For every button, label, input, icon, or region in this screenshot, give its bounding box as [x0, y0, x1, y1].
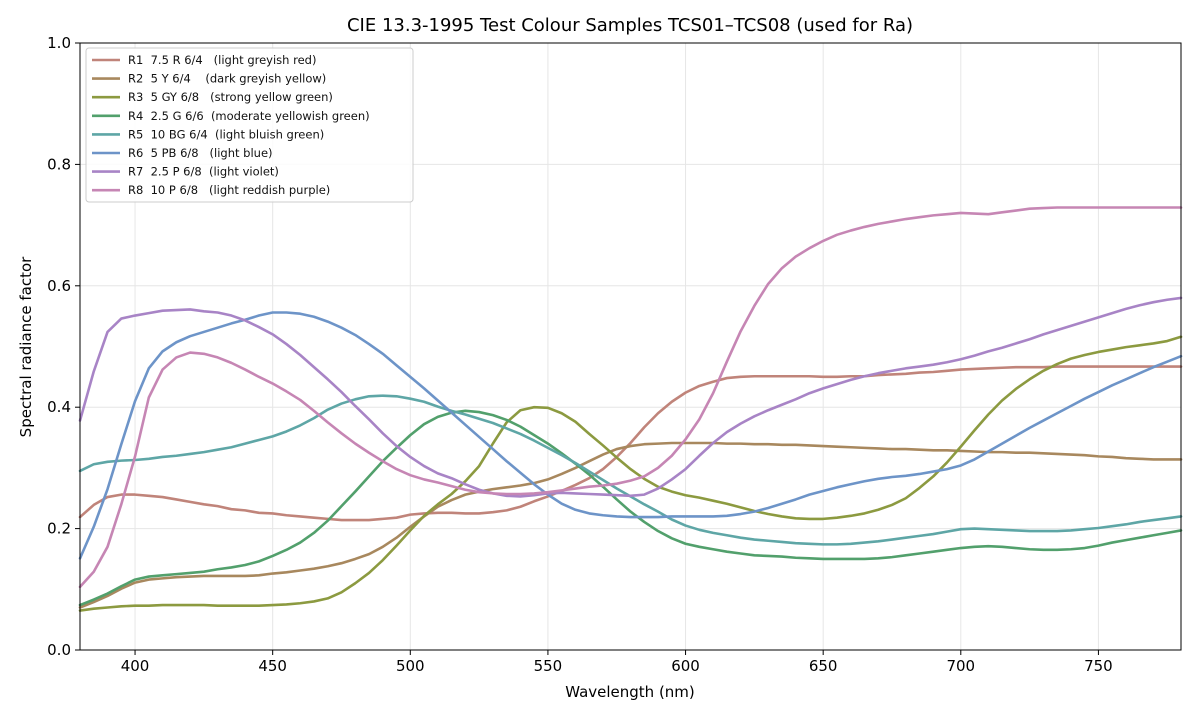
- y-tick-label: 0.2: [47, 520, 71, 538]
- x-tick-label: 650: [809, 657, 838, 675]
- x-tick-label: 400: [121, 657, 150, 675]
- series-line-r7: [78, 296, 1183, 498]
- y-tick-label: 0.6: [47, 277, 71, 295]
- y-tick-label: 1.0: [47, 34, 71, 52]
- y-tick-label: 0.8: [47, 155, 71, 173]
- series-line-r2: [78, 441, 1183, 609]
- series-line-r6: [78, 311, 1183, 560]
- legend-label-r3: R3 5 GY 6/8 (strong yellow green): [128, 90, 333, 104]
- y-axis-ticks: 0.0 0.2 0.4 0.6 0.8 1.0: [47, 34, 80, 659]
- x-tick-label: 750: [1084, 657, 1113, 675]
- x-tick-label: 500: [396, 657, 425, 675]
- legend-label-r2: R2 5 Y 6/4 (dark greyish yellow): [128, 72, 326, 86]
- x-tick-label: 700: [946, 657, 975, 675]
- y-axis-label: Spectral radiance factor: [17, 256, 35, 437]
- chart-title: CIE 13.3-1995 Test Colour Samples TCS01–…: [347, 15, 913, 36]
- legend-label-r1: R1 7.5 R 6/4 (light greyish red): [128, 53, 316, 67]
- legend-label-r5: R5 10 BG 6/4 (light bluish green): [128, 127, 324, 141]
- legend-label-r4: R4 2.5 G 6/6 (moderate yellowish green): [128, 109, 370, 123]
- x-tick-label: 550: [534, 657, 563, 675]
- series-layer: [78, 206, 1183, 612]
- x-axis-label: Wavelength (nm): [565, 683, 695, 701]
- legend: R1 7.5 R 6/4 (light greyish red) R2 5 Y 6…: [85, 47, 414, 203]
- legend-label-r7: R7 2.5 P 6/8 (light violet): [128, 165, 279, 179]
- legend-box: [85, 47, 414, 203]
- y-tick-label: 0.0: [47, 641, 71, 659]
- legend-label-r8: R8 10 P 6/8 (light reddish purple): [128, 183, 330, 197]
- series-line-r4: [78, 409, 1183, 607]
- series-line-r8: [78, 206, 1183, 589]
- x-tick-label: 450: [258, 657, 287, 675]
- x-tick-label: 600: [671, 657, 700, 675]
- series-line-r3: [78, 335, 1183, 612]
- x-axis-ticks: 400 450 500 550 600 650 700 750: [121, 650, 1113, 675]
- y-tick-label: 0.4: [47, 398, 71, 416]
- legend-label-r6: R6 5 PB 6/8 (light blue): [128, 146, 273, 160]
- series-line-r1: [78, 365, 1183, 522]
- plot-frame: [79, 42, 1182, 651]
